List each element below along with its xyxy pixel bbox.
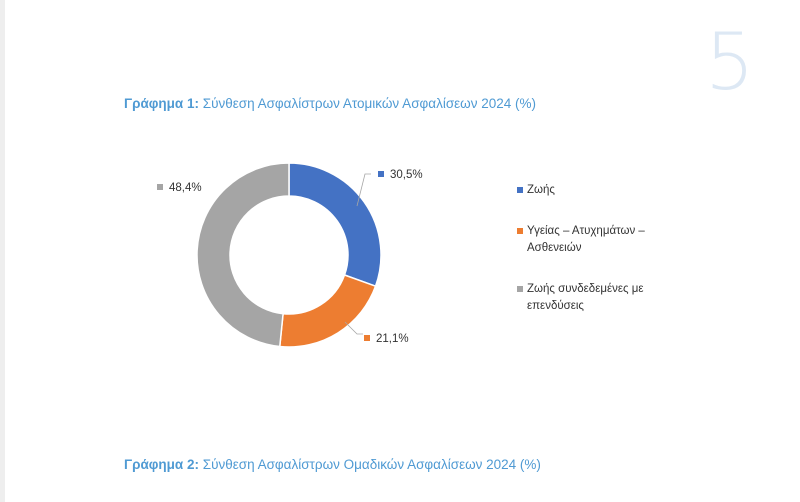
data-label-marker — [378, 171, 384, 177]
legend-swatch — [517, 286, 523, 292]
legend-label: Υγείας – Ατυχημάτων – Ασθενειών — [527, 225, 645, 254]
legend-swatch — [517, 187, 523, 193]
data-label: 21,1% — [376, 333, 409, 345]
legend-swatch — [517, 228, 523, 234]
data-label-marker — [157, 184, 163, 190]
donut-slice — [278, 274, 377, 348]
legend-label: Ζωής συνδεδεμένες με επενδύσεις — [527, 283, 644, 312]
chart-caption-2: Γράφημα 2: Σύνθεση Ασφαλίστρων Ομαδικών … — [124, 457, 541, 472]
donut-slices — [196, 162, 382, 348]
donut-slice — [288, 162, 382, 288]
document-page: 5 Γράφημα 1: Σύνθεση Ασφαλίστρων Ατομικώ… — [5, 0, 800, 502]
leader-line — [344, 321, 363, 335]
leader-line — [356, 173, 371, 207]
legend-item: Ζωής — [517, 182, 697, 199]
legend-item: Υγείας – Ατυχημάτων – Ασθενειών — [517, 223, 697, 257]
legend-item: Ζωής συνδεδεμένες με επενδύσεις — [517, 281, 697, 315]
chart-caption-2-label: Γράφημα 2: — [124, 457, 199, 472]
leader-lines — [344, 173, 371, 335]
chart-caption-2-text: Σύνθεση Ασφαλίστρων Ομαδικών Ασφαλίσεων … — [198, 457, 541, 472]
chart-caption-1-text: Σύνθεση Ασφαλίστρων Ατομικών Ασφαλίσεων … — [198, 96, 536, 111]
page-number: 5 — [705, 18, 755, 108]
data-label-marker — [364, 335, 370, 341]
chart-caption-1-label: Γράφημα 1: — [124, 96, 199, 111]
legend-label: Ζωής — [527, 184, 555, 196]
data-label: 30,5% — [390, 169, 423, 181]
data-label: 48,4% — [169, 182, 202, 194]
chart-legend: Ζωής Υγείας – Ατυχημάτων – Ασθενειών Ζωή… — [517, 182, 697, 339]
donut-chart: 30,5% 21,1% 48,4% — [157, 162, 423, 348]
chart-caption-1: Γράφημα 1: Σύνθεση Ασφαλίστρων Ατομικών … — [124, 96, 536, 111]
data-labels: 30,5% 21,1% 48,4% — [157, 169, 423, 345]
donut-slice — [196, 162, 290, 348]
